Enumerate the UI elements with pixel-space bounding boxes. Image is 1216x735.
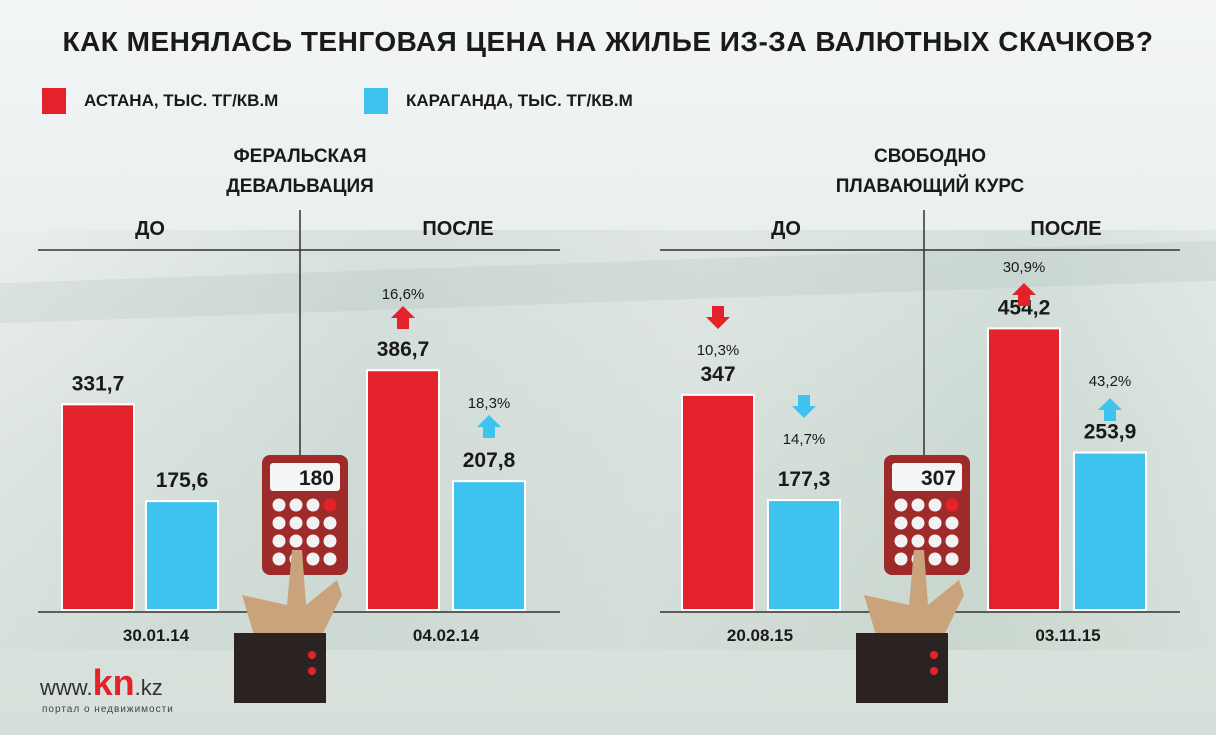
calculator-key-2 [911,498,925,512]
calculator-key-1 [306,552,320,566]
date-label-3: 20.08.15 [726,626,794,645]
bar-astana-1 [61,403,135,612]
calculator-key-1 [289,534,303,548]
arrow-up-karaganda-4 [1098,398,1122,421]
calculator-key-1 [323,498,337,512]
section-title-line2: ДЕВАЛЬВАЦИЯ [226,176,374,197]
calculator-screen-2 [892,463,962,491]
change-label-karaganda-2: 18,3% [468,395,511,412]
site-logo[interactable]: www.kn.kz портал о недвижимости [40,662,174,715]
calculator-key-1 [306,516,320,530]
subheader-after-1: ПОСЛЕ [422,218,494,240]
calculator-key-1 [272,516,286,530]
calculator-value-2: 307 [921,467,956,490]
calculator-key-1 [306,498,320,512]
arrow-up-astana-2 [391,306,415,329]
arrow-up-karaganda-2 [477,415,501,438]
sleeve-button-2 [930,667,938,675]
data-label-karaganda-3: 177,3 [778,468,831,491]
chart-title: КАК МЕНЯЛАСЬ ТЕНГОВАЯ ЦЕНА НА ЖИЛЬЕ ИЗ-З… [62,26,1154,57]
calculator-key-1 [323,516,337,530]
sleeve-button-2 [930,651,938,659]
calculator-key-1 [306,534,320,548]
data-label-astana-4: 454,2 [998,296,1051,319]
logo-brand: kn [92,662,135,703]
calculator-key-2 [945,498,959,512]
bar-astana-4 [987,327,1061,611]
calculator-key-2 [911,534,925,548]
section-title-devaluation: ФЕРАЛЬСКАЯ ДЕВАЛЬВАЦИЯ [200,142,400,202]
calculator-key-2 [894,534,908,548]
calculator-key-2 [894,498,908,512]
calculator-key-2 [894,552,908,566]
calculator-key-2 [945,534,959,548]
bar-karaganda-2 [452,480,526,611]
bar-karaganda-3 [767,499,841,612]
calculator-key-2 [928,534,942,548]
subheader-after-2: ПОСЛЕ [1030,218,1102,240]
data-label-astana-3: 347 [700,363,735,386]
change-label-astana-3: 10,3% [697,342,740,359]
legend-swatch-astana [42,88,66,114]
calculator-key-2 [945,552,959,566]
bar-astana-2 [366,369,440,611]
arrow-down-karaganda-3 [792,395,816,418]
section-title-line1: ФЕРАЛЬСКАЯ [233,146,367,167]
calculator-key-1 [289,516,303,530]
calculator-key-1 [289,498,303,512]
date-label-4: 03.11.15 [1035,626,1101,645]
bar-karaganda-1 [145,500,219,611]
calculator-key-2 [894,516,908,530]
subheader-before-1: ДО [135,218,165,240]
change-label-astana-2: 16,6% [382,286,425,303]
legend-item-karaganda: КАРАГАНДА, ТЫС. ТГ/КВ.М [364,88,633,114]
calculator-key-2 [928,552,942,566]
calculator-key-1 [323,552,337,566]
legend-label-karaganda: КАРАГАНДА, ТЫС. ТГ/КВ.М [406,91,633,110]
sleeve-button-1 [308,667,316,675]
pointing-hand-1 [242,550,342,645]
section-title-line2: ПЛАВАЮЩИЙ КУРС [835,176,1025,197]
calculator-screen-1 [270,463,340,491]
arrow-down-astana-3 [706,306,730,329]
calculator-key-2 [911,516,925,530]
arrow-up-astana-4 [1012,283,1036,306]
legend-item-astana: АСТАНА, ТЫС. ТГ/КВ.М [42,88,278,114]
logo-tld: .kz [134,675,163,700]
bar-astana-3 [681,393,755,611]
calculator-key-1 [272,552,286,566]
legend-swatch-karaganda [364,88,388,114]
section-title-floating: СВОБОДНО ПЛАВАЮЩИЙ КУРС [790,142,1070,202]
data-label-karaganda-4: 253,9 [1084,421,1137,444]
legend-label-astana: АСТАНА, ТЫС. ТГ/КВ.М [84,91,279,110]
sleeve-button-1 [308,651,316,659]
subheader-before-2: ДО [771,218,801,240]
calculator-key-2 [928,498,942,512]
pointing-hand-2 [864,550,964,645]
logo-tagline: портал о недвижимости [42,704,174,715]
date-label-1: 30.01.14 [122,626,190,645]
section-title-line1: СВОБОДНО [874,146,986,167]
change-label-karaganda-3: 14,7% [783,431,826,448]
calculator-key-1 [272,534,286,548]
calculator-key-1 [272,498,286,512]
calculator-value-1: 180 [299,467,334,490]
calculator-key-1 [323,534,337,548]
change-label-astana-4: 30,9% [1003,259,1046,276]
data-label-astana-1: 331,7 [72,372,125,395]
change-label-karaganda-4: 43,2% [1089,373,1132,390]
data-label-karaganda-2: 207,8 [463,449,516,472]
data-label-karaganda-1: 175,6 [156,469,209,492]
logo-www: www. [40,675,93,700]
data-label-astana-2: 386,7 [377,338,430,361]
date-label-2: 04.02.14 [412,626,480,645]
bar-karaganda-4 [1073,451,1147,611]
calculator-key-2 [928,516,942,530]
calculator-key-2 [945,516,959,530]
